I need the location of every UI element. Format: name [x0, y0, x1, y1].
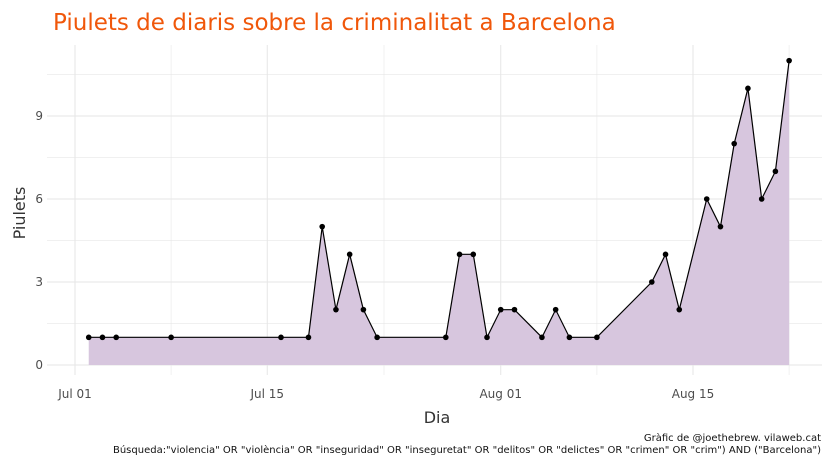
- data-point: [786, 57, 792, 64]
- data-point: [305, 334, 312, 341]
- y-axis-ticks: 0 3 6 9: [35, 109, 43, 372]
- data-point: [703, 196, 710, 202]
- data-point: [745, 85, 751, 92]
- data-point: [676, 306, 683, 313]
- data-point: [594, 334, 600, 341]
- data-point: [113, 334, 119, 341]
- data-points: [85, 57, 792, 341]
- data-point: [484, 334, 490, 341]
- data-point: [649, 279, 655, 285]
- data-point: [374, 334, 380, 341]
- y-tick-label: 9: [35, 109, 43, 123]
- data-point: [85, 334, 92, 341]
- data-point: [443, 334, 449, 341]
- data-point: [566, 334, 573, 341]
- x-tick-label: Aug 01: [479, 387, 522, 401]
- data-point: [278, 334, 284, 341]
- y-axis-label: Piulets: [10, 187, 29, 240]
- data-point: [758, 196, 765, 202]
- data-point: [511, 306, 518, 313]
- y-tick-label: 6: [35, 192, 43, 206]
- data-point: [319, 223, 326, 230]
- data-point: [552, 306, 559, 313]
- chart-title: Piulets de diaris sobre la criminalitat …: [53, 10, 616, 36]
- data-point: [168, 334, 174, 341]
- data-point: [346, 251, 353, 258]
- data-point: [731, 140, 737, 147]
- data-point: [456, 251, 463, 258]
- x-axis-label: Dia: [424, 408, 451, 427]
- data-point: [99, 334, 106, 341]
- y-tick-label: 0: [35, 358, 43, 372]
- data-point: [662, 251, 669, 258]
- x-tick-label: Jul 01: [57, 387, 92, 401]
- data-point: [470, 251, 477, 258]
- data-point: [717, 223, 724, 230]
- data-point: [539, 334, 545, 341]
- x-tick-label: Aug 15: [672, 387, 715, 401]
- x-axis-ticks: Jul 01 Jul 15 Aug 01 Aug 15: [57, 387, 714, 401]
- area-fill: [88, 60, 790, 366]
- data-point: [497, 306, 504, 313]
- y-tick-label: 3: [35, 275, 43, 289]
- data-point: [333, 306, 339, 313]
- x-tick-label: Jul 15: [249, 387, 284, 401]
- caption-credit: Gràfic de @joethebrew. vilaweb.cat: [644, 432, 821, 444]
- caption-query: Búsqueda:"violencia" OR "violència" OR "…: [113, 444, 821, 456]
- data-point: [360, 306, 367, 313]
- data-point: [772, 168, 779, 175]
